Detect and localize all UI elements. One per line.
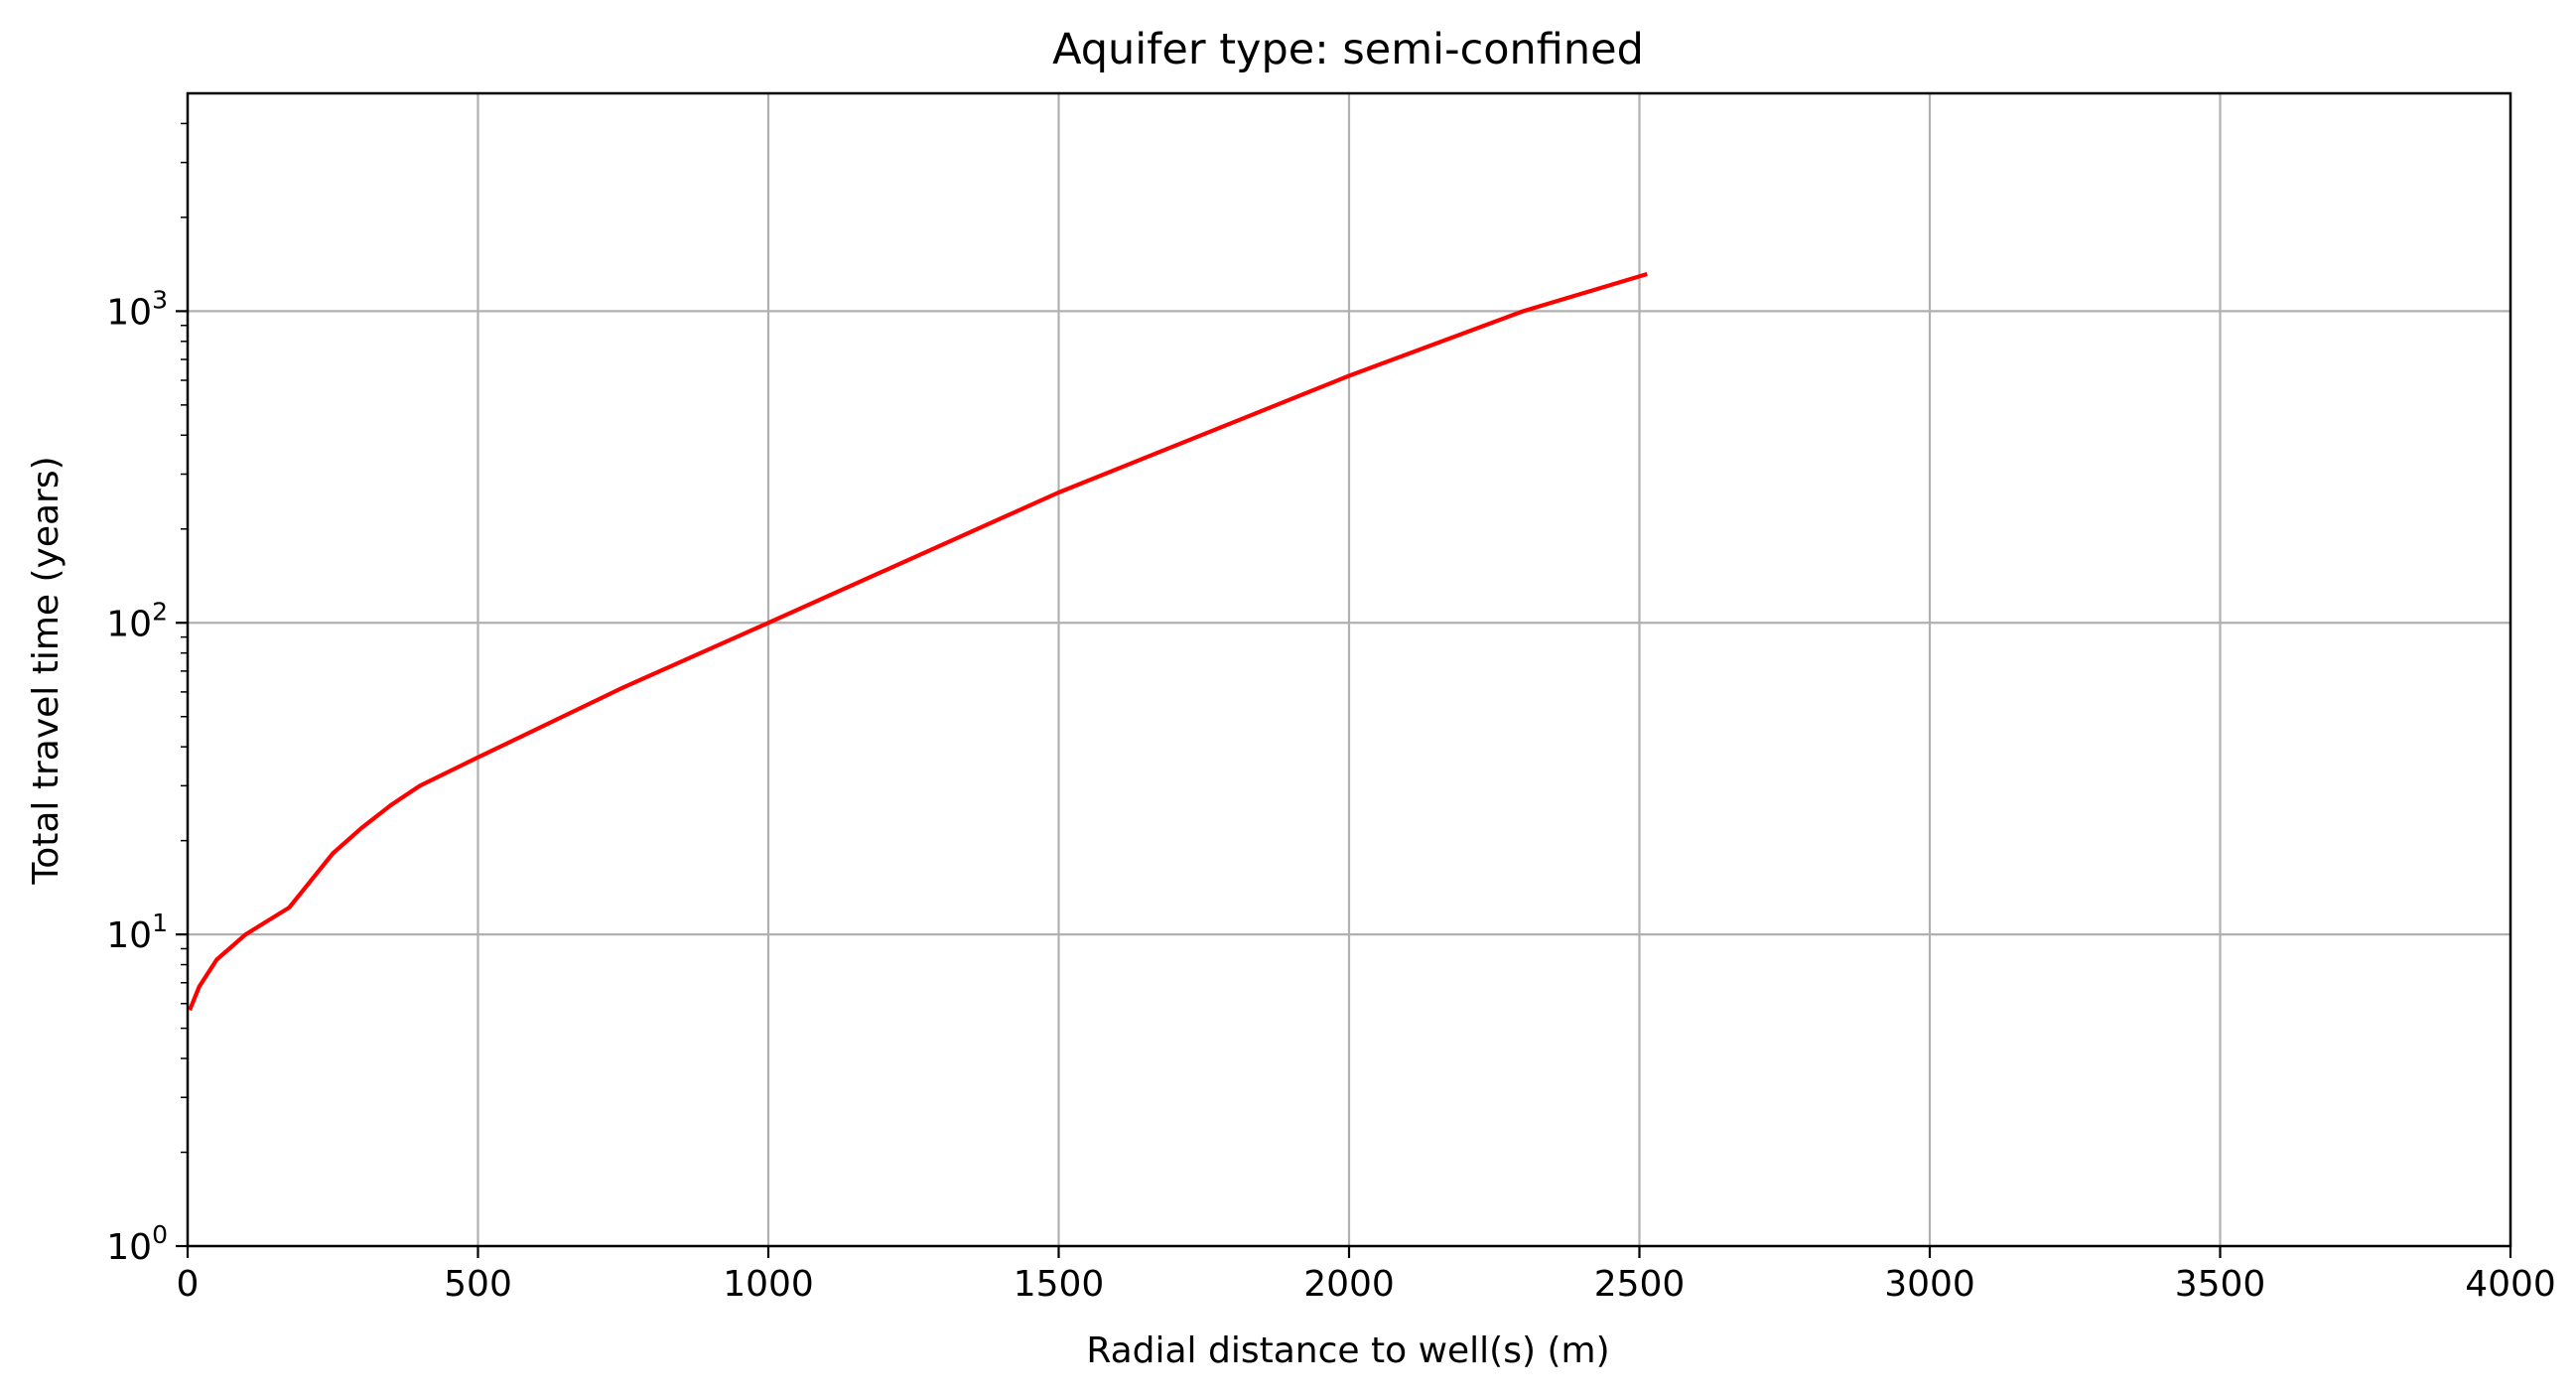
x-tick-label: 3000 xyxy=(1884,1264,1975,1305)
x-tick-label: 500 xyxy=(444,1264,512,1305)
x-tick-label: 2000 xyxy=(1303,1264,1395,1305)
y-tick-label: 103 xyxy=(106,285,168,333)
y-tick-label: 100 xyxy=(106,1220,168,1268)
x-tick-label: 2500 xyxy=(1594,1264,1686,1305)
y-axis-ticks: 100 101 102 103 xyxy=(106,285,188,1268)
y-tick-label: 101 xyxy=(106,909,168,956)
y-axis-title: Total travel time (years) xyxy=(26,456,67,885)
x-tick-label: 0 xyxy=(177,1264,200,1305)
chart-title: Aquifer type: semi-confined xyxy=(1052,25,1644,74)
grid-lines xyxy=(188,93,2510,1246)
x-axis-ticks: 0 500 1000 1500 2000 2500 3000 3500 4000 xyxy=(177,1246,2556,1305)
x-axis-title: Radial distance to well(s) (m) xyxy=(1086,1330,1609,1371)
x-tick-label: 3500 xyxy=(2175,1264,2266,1305)
series-line xyxy=(188,271,1648,1012)
x-tick-label: 1000 xyxy=(723,1264,814,1305)
series-layer xyxy=(188,271,1648,1012)
x-tick-label: 1500 xyxy=(1014,1264,1105,1305)
x-tick-label: 4000 xyxy=(2465,1264,2556,1305)
y-tick-label: 102 xyxy=(106,597,168,644)
